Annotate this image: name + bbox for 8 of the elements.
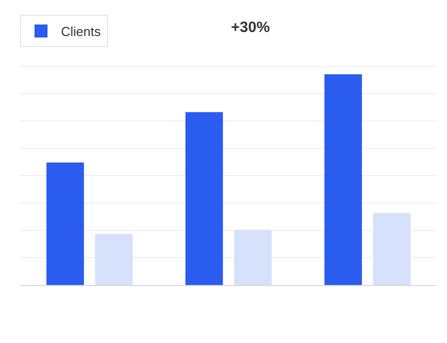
bar — [95, 234, 133, 285]
bar — [324, 74, 362, 285]
legend-label: Clients — [61, 24, 102, 40]
bar — [234, 230, 272, 285]
bar — [185, 112, 223, 285]
bar — [373, 213, 411, 285]
text: +30% — [231, 19, 270, 36]
bar — [46, 162, 84, 285]
